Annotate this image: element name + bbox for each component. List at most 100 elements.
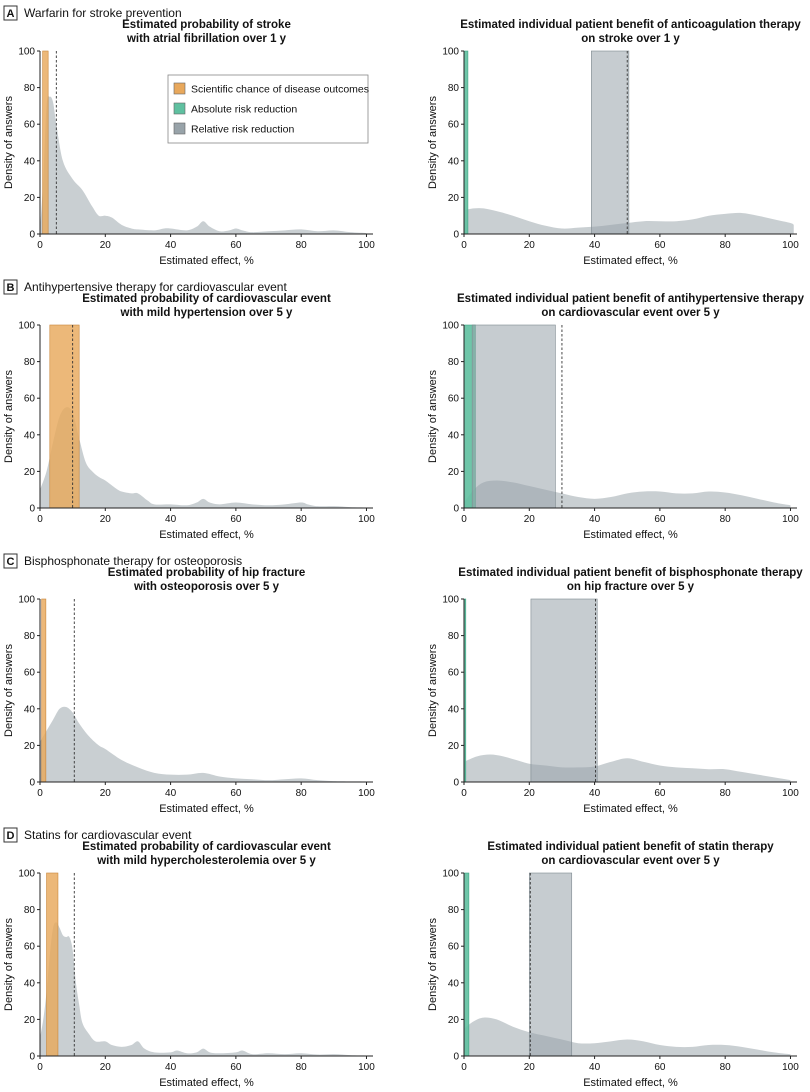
x-axis-label: Estimated effect, % bbox=[583, 1077, 678, 1089]
y-tick-label: 20 bbox=[448, 467, 460, 478]
x-tick-label: 20 bbox=[100, 1062, 112, 1073]
x-tick-label: 100 bbox=[358, 514, 375, 525]
y-tick-label: 20 bbox=[24, 1015, 36, 1026]
panel-letter-box bbox=[3, 279, 18, 295]
chart-title-line-1: Estimated probability of hip fracture bbox=[108, 567, 305, 579]
chart-title-line-2: with mild hypercholesterolemia over 5 y bbox=[96, 855, 316, 867]
x-tick-label: 40 bbox=[589, 788, 601, 799]
x-tick-label: 80 bbox=[296, 1062, 308, 1073]
x-tick-label: 40 bbox=[165, 240, 177, 251]
chart-c1: Estimated probability of hip fracture wit… bbox=[3, 567, 375, 815]
y-tick-label: 100 bbox=[442, 869, 459, 880]
y-tick-label: 100 bbox=[442, 595, 459, 606]
chart-title-line-1: Estimated individual patient benefit of … bbox=[457, 293, 805, 305]
x-axis-label: Estimated effect, % bbox=[159, 803, 254, 815]
x-tick-label: 0 bbox=[461, 514, 467, 525]
x-tick-label: 60 bbox=[654, 240, 666, 251]
density-area bbox=[40, 96, 367, 234]
scientific-band bbox=[42, 50, 49, 235]
x-tick-label: 60 bbox=[230, 788, 242, 799]
x-axis-label: Estimated effect, % bbox=[583, 255, 678, 267]
absolute-band bbox=[463, 872, 470, 1057]
density-area bbox=[464, 1017, 791, 1056]
x-tick-label: 100 bbox=[782, 240, 799, 251]
chart-title-line-2: on cardiovascular event over 5 y bbox=[541, 855, 720, 867]
y-axis-label: Density of answers bbox=[427, 644, 439, 737]
chart-title-line-1: Estimated probability of stroke bbox=[122, 19, 291, 31]
y-tick-label: 20 bbox=[24, 467, 36, 478]
y-tick-label: 0 bbox=[29, 778, 35, 789]
y-tick-label: 80 bbox=[448, 631, 460, 642]
x-tick-label: 40 bbox=[589, 240, 601, 251]
chart-title-line-2: on cardiovascular event over 5 y bbox=[541, 307, 720, 319]
y-tick-label: 0 bbox=[453, 778, 459, 789]
y-tick-label: 60 bbox=[448, 394, 460, 405]
chart-title-line-1: Estimated probability of cardiovascular … bbox=[82, 841, 331, 853]
y-tick-label: 20 bbox=[448, 1015, 460, 1026]
panel-letter-box bbox=[3, 827, 18, 843]
x-tick-label: 0 bbox=[461, 1062, 467, 1073]
x-tick-label: 60 bbox=[230, 1062, 242, 1073]
x-tick-label: 0 bbox=[37, 240, 43, 251]
x-tick-label: 80 bbox=[720, 240, 732, 251]
y-tick-label: 20 bbox=[24, 741, 36, 752]
density-area bbox=[40, 407, 367, 508]
density-area bbox=[40, 706, 367, 782]
x-tick-label: 40 bbox=[165, 788, 177, 799]
legend-label: Scientific chance of disease outcomes bbox=[191, 84, 369, 96]
y-tick-label: 0 bbox=[453, 504, 459, 515]
x-tick-label: 0 bbox=[461, 240, 467, 251]
legend: Scientific chance of disease outcomes Abs… bbox=[167, 74, 369, 144]
x-tick-label: 80 bbox=[720, 514, 732, 525]
y-tick-label: 40 bbox=[24, 704, 36, 715]
x-tick-label: 60 bbox=[654, 1062, 666, 1073]
density-area bbox=[464, 754, 791, 782]
chart-a1: Estimated probability of stroke with atri… bbox=[3, 19, 375, 267]
chart-title-line-2: on stroke over 1 y bbox=[581, 33, 680, 45]
y-axis-label: Density of answers bbox=[427, 96, 439, 189]
x-tick-label: 20 bbox=[100, 788, 112, 799]
y-tick-label: 40 bbox=[24, 430, 36, 441]
y-tick-label: 0 bbox=[29, 230, 35, 241]
y-tick-label: 0 bbox=[29, 504, 35, 515]
x-axis-label: Estimated effect, % bbox=[159, 529, 254, 541]
legend-box bbox=[167, 74, 369, 144]
chart-title-line-2: with mild hypertension over 5 y bbox=[120, 307, 294, 319]
y-tick-label: 60 bbox=[24, 942, 36, 953]
x-tick-label: 100 bbox=[358, 788, 375, 799]
relative-band bbox=[591, 50, 630, 235]
relative-band bbox=[530, 598, 598, 783]
legend-swatch bbox=[173, 102, 186, 115]
x-tick-label: 40 bbox=[165, 1062, 177, 1073]
y-axis-label: Density of answers bbox=[427, 370, 439, 463]
y-tick-label: 80 bbox=[448, 83, 460, 94]
panel-d: D Statins for cardiovascular eventEstimat… bbox=[3, 827, 799, 1089]
y-tick-label: 60 bbox=[448, 120, 460, 131]
chart-a2: Estimated individual patient benefit of … bbox=[427, 19, 801, 267]
x-tick-label: 0 bbox=[37, 788, 43, 799]
chart-c2: Estimated individual patient benefit of … bbox=[427, 567, 803, 815]
density-area bbox=[40, 922, 367, 1056]
y-tick-label: 40 bbox=[448, 978, 460, 989]
chart-title-line-1: Estimated individual patient benefit of … bbox=[458, 567, 803, 579]
y-tick-label: 40 bbox=[448, 156, 460, 167]
x-tick-label: 40 bbox=[589, 1062, 601, 1073]
legend-label: Absolute risk reduction bbox=[191, 104, 297, 116]
legend-label: Relative risk reduction bbox=[191, 124, 294, 136]
chart-title-line-2: with osteoporosis over 5 y bbox=[133, 581, 280, 593]
y-tick-label: 40 bbox=[448, 430, 460, 441]
panel-letter: A bbox=[7, 8, 15, 20]
legend-swatch bbox=[173, 82, 186, 95]
x-axis-label: Estimated effect, % bbox=[159, 255, 254, 267]
x-tick-label: 20 bbox=[100, 240, 112, 251]
x-tick-label: 60 bbox=[654, 788, 666, 799]
y-tick-label: 40 bbox=[448, 704, 460, 715]
x-tick-label: 20 bbox=[524, 240, 536, 251]
density-area bbox=[464, 208, 794, 234]
x-tick-label: 80 bbox=[720, 788, 732, 799]
y-tick-label: 100 bbox=[18, 47, 35, 58]
panel-b: B Antihypertensive therapy for cardiovasc… bbox=[3, 279, 805, 541]
y-axis-label: Density of answers bbox=[3, 96, 15, 189]
y-tick-label: 20 bbox=[448, 741, 460, 752]
y-tick-label: 60 bbox=[24, 394, 36, 405]
